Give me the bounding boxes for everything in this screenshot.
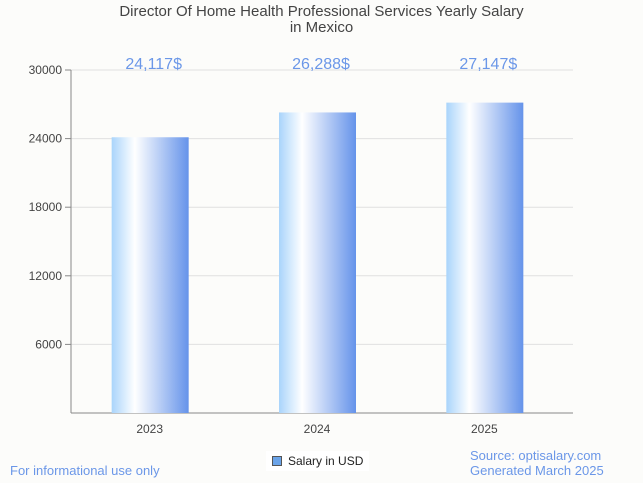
y-tick-label: 6000 (35, 337, 62, 351)
disclaimer: For informational use only (10, 463, 160, 478)
y-tick-label: 12000 (29, 269, 63, 283)
y-tick-label: 30000 (29, 63, 63, 77)
title-line-2: in Mexico (289, 19, 354, 36)
data-label: 27,147$ (459, 56, 517, 73)
y-tick-label: 24000 (29, 132, 63, 146)
x-tick-label: 2024 (304, 422, 331, 436)
y-tick-label: 18000 (29, 200, 63, 214)
legend-label: Salary in USD (288, 454, 364, 468)
data-label: 24,117$ (125, 56, 182, 73)
data-label: 26,288$ (292, 56, 350, 73)
bar-2024 (279, 112, 356, 413)
title-line-1: Director Of Home Health Professional Ser… (119, 3, 524, 20)
chart-title: Director Of Home Health Professional Ser… (0, 4, 643, 36)
source-link[interactable]: Source: optisalary.com (470, 448, 602, 463)
x-tick-label: 2025 (471, 422, 498, 436)
bar-2025 (446, 102, 524, 414)
bar-2023 (111, 137, 189, 413)
legend: Salary in USD (266, 451, 370, 471)
generated-date: Generated March 2025 (470, 463, 604, 478)
x-tick-label: 2023 (136, 422, 163, 436)
legend-swatch (272, 456, 282, 466)
